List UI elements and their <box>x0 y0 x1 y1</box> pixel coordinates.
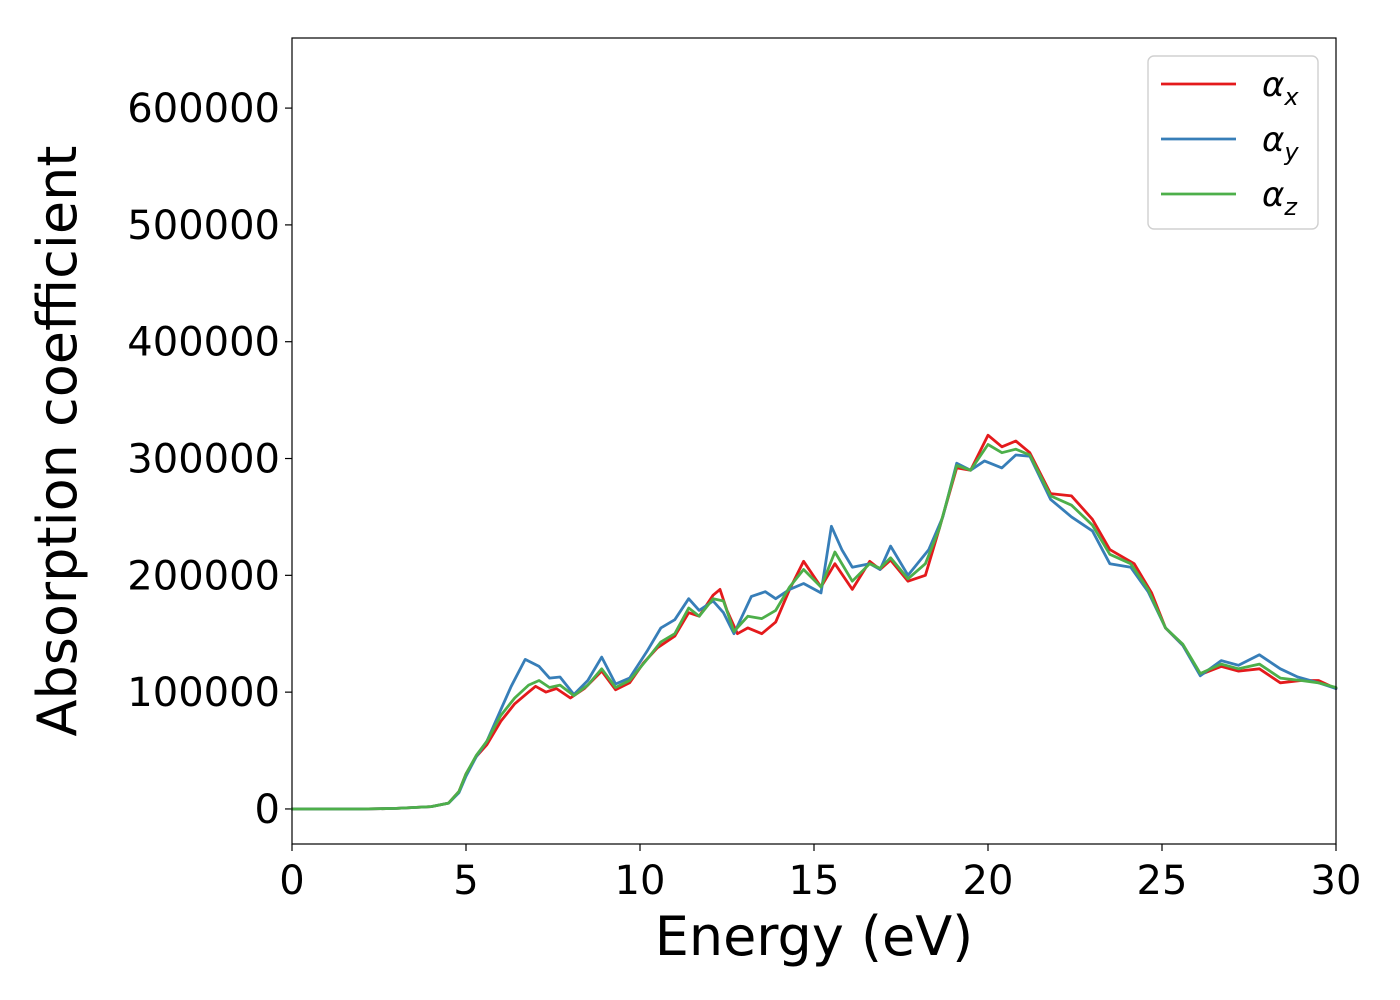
series-line-alpha-y <box>290 453 1338 811</box>
series-lines <box>290 433 1338 811</box>
axis-ticks: 0 5 10 15 20 25 30 0 100000 200000 300000 400000 500… <box>127 86 1361 904</box>
y-tick-label: 200000 <box>127 553 280 599</box>
legend-label-alpha-z: αz <box>1262 175 1298 221</box>
y-tick-label: 400000 <box>127 320 280 366</box>
x-tick-label: 10 <box>615 858 666 904</box>
y-tick-label: 600000 <box>127 86 280 132</box>
plot-frame <box>291 37 1337 845</box>
x-tick-label: 25 <box>1137 858 1188 904</box>
x-tick-label: 20 <box>963 858 1014 904</box>
legend-label-alpha-y: αy <box>1262 120 1299 166</box>
legend-label-alpha-x: αx <box>1262 65 1299 111</box>
x-tick-label: 0 <box>279 858 304 904</box>
x-tick-label: 5 <box>453 858 478 904</box>
y-tick-label: 300000 <box>127 437 280 483</box>
y-tick-label: 500000 <box>127 203 280 249</box>
x-tick-label: 30 <box>1311 858 1362 904</box>
y-tick-label: 0 <box>255 787 280 833</box>
series-line-alpha-x <box>290 433 1338 811</box>
y-axis-title: Absorption coefficient <box>26 146 89 737</box>
x-tick-label: 15 <box>789 858 840 904</box>
series-line-alpha-z <box>290 443 1338 811</box>
legend-box <box>1147 55 1319 230</box>
y-tick-label: 100000 <box>127 670 280 716</box>
legend: αx αy αz <box>1147 55 1319 230</box>
x-axis-title: Energy (eV) <box>655 905 974 968</box>
